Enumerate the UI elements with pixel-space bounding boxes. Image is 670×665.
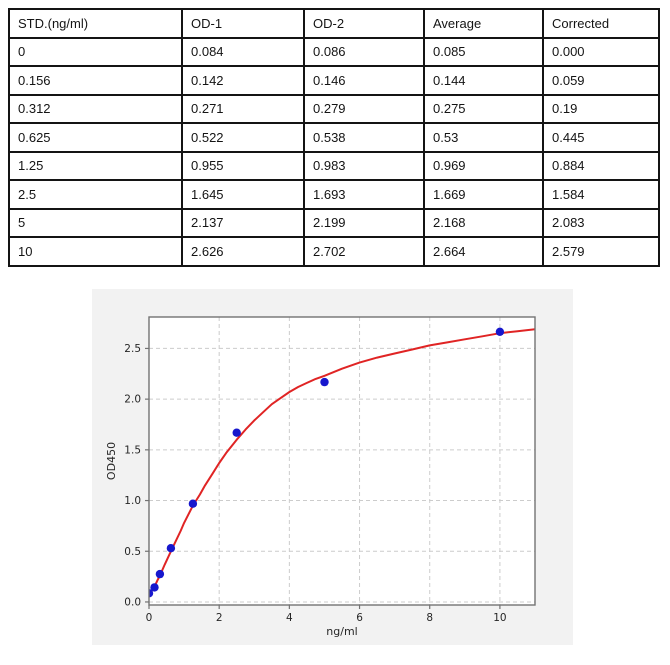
column-header-od2: OD-2 (303, 8, 425, 39)
data-point (320, 377, 329, 387)
y-tick-label: 1.0 (124, 495, 141, 507)
y-tick-label: 0.5 (124, 546, 141, 558)
table-cell: 0.625 (8, 122, 183, 153)
table-row: 1.25 0.955 0.983 0.969 0.884 (8, 150, 660, 181)
data-point (155, 569, 165, 579)
table-cell: 2.626 (181, 236, 305, 267)
table-cell: 1.645 (181, 179, 305, 210)
column-header-std: STD.(ng/ml) (8, 8, 183, 39)
table-cell: 0.969 (423, 150, 544, 181)
x-tick-label: 6 (356, 612, 363, 624)
table-cell: 2.664 (423, 236, 544, 267)
table-cell: 0.279 (303, 93, 425, 124)
table-cell: 0.059 (542, 65, 660, 96)
table-cell: 2.137 (181, 207, 305, 238)
table-cell: 0.955 (181, 150, 305, 181)
x-tick-label: 4 (286, 612, 293, 624)
y-tick-label: 2.5 (124, 343, 141, 355)
data-point (495, 327, 505, 336)
table-row: 0.625 0.522 0.538 0.53 0.445 (8, 122, 660, 153)
table-cell: 0.000 (542, 36, 660, 67)
column-header-od1: OD-1 (181, 8, 305, 39)
plot-border (148, 316, 536, 606)
table-cell: 0.085 (423, 36, 544, 67)
data-points (149, 327, 505, 598)
table-cell: 2.702 (303, 236, 425, 267)
column-header-average: Average (423, 8, 544, 39)
data-point (232, 428, 241, 437)
table-cell: 0.884 (542, 150, 660, 181)
standard-curve-figure: 0 2 4 6 8 10 0.0 0.5 1.0 1.5 2.0 2.5 ng/ml OD450 (92, 289, 573, 645)
y-tick-label: 0.0 (124, 596, 141, 608)
table-cell: 0.142 (181, 65, 305, 96)
standards-table: STD.(ng/ml) OD-1 OD-2 Average Corrected … (8, 8, 660, 267)
table-cell: 0.144 (423, 65, 544, 96)
table-cell: 0.538 (303, 122, 425, 153)
table-cell: 1.25 (8, 150, 183, 181)
table-cell: 1.669 (423, 179, 544, 210)
table-row: 0 0.084 0.086 0.085 0.000 (8, 36, 660, 67)
table-cell: 0.084 (181, 36, 305, 67)
data-point (166, 544, 176, 553)
table-cell: 0.275 (423, 93, 544, 124)
table-cell: 0.445 (542, 122, 660, 153)
table-cell: 0.522 (181, 122, 305, 153)
column-header-corrected: Corrected (542, 8, 660, 39)
table-cell: 0.156 (8, 65, 183, 96)
table-row: 2.5 1.645 1.693 1.669 1.584 (8, 179, 660, 210)
table-cell: 2.083 (542, 207, 660, 238)
x-tick-label: 10 (493, 612, 506, 624)
x-tick-label: 2 (216, 612, 223, 624)
x-tick-label: 0 (146, 612, 153, 624)
table-header-row: STD.(ng/ml) OD-1 OD-2 Average Corrected (8, 8, 660, 39)
table-row: 5 2.137 2.199 2.168 2.083 (8, 207, 660, 238)
table-cell: 0.19 (542, 93, 660, 124)
table-cell: 0.271 (181, 93, 305, 124)
plot-area (149, 317, 535, 605)
table-cell: 5 (8, 207, 183, 238)
table-cell: 0.53 (423, 122, 544, 153)
table-cell: 2.168 (423, 207, 544, 238)
table-cell: 2.5 (8, 179, 183, 210)
data-point (188, 499, 198, 508)
table-cell: 10 (8, 236, 183, 267)
table-row: 0.156 0.142 0.146 0.144 0.059 (8, 65, 660, 96)
table-cell: 0.146 (303, 65, 425, 96)
x-tick-label: 8 (426, 612, 433, 624)
table-cell: 1.693 (303, 179, 425, 210)
table-cell: 0.983 (303, 150, 425, 181)
table-cell: 2.199 (303, 207, 425, 238)
y-tick-label: 2.0 (124, 394, 141, 406)
data-point (149, 589, 154, 598)
table-cell: 2.579 (542, 236, 660, 267)
standard-curve-chart: 0 2 4 6 8 10 0.0 0.5 1.0 1.5 2.0 2.5 ng/ml OD450 (105, 316, 536, 638)
y-tick-label: 1.5 (124, 444, 141, 456)
table-row: 0.312 0.271 0.279 0.275 0.19 (8, 93, 660, 124)
x-axis-label: ng/ml (326, 625, 357, 638)
table-cell: 0.086 (303, 36, 425, 67)
table-cell: 0 (8, 36, 183, 67)
table-row: 10 2.626 2.702 2.664 2.579 (8, 236, 660, 267)
table-cell: 1.584 (542, 179, 660, 210)
y-axis-label: OD450 (105, 442, 118, 480)
data-point (150, 583, 159, 592)
table-cell: 0.312 (8, 93, 183, 124)
